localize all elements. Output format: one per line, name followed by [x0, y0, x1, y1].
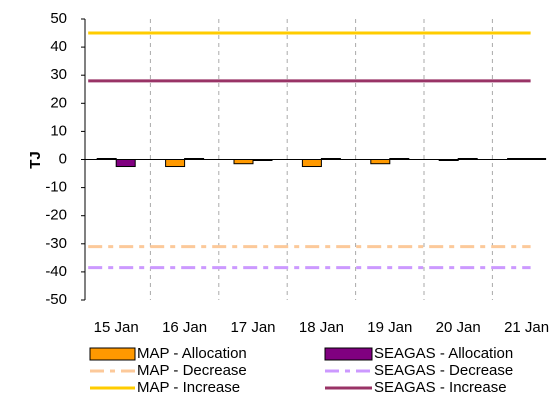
- x-tick-label: 20 Jan: [436, 319, 481, 336]
- legend-label: MAP - Decrease: [137, 362, 247, 379]
- y-axis-label: TJ: [27, 151, 44, 169]
- y-tick-label: -20: [45, 207, 67, 224]
- bar: [389, 158, 410, 160]
- y-tick-label: 50: [50, 10, 67, 27]
- legend-label: SEAGAS - Increase: [374, 379, 507, 396]
- legend-label: SEAGAS - Allocation: [374, 345, 513, 362]
- bar: [526, 158, 547, 160]
- legend-label: SEAGAS - Decrease: [374, 362, 513, 379]
- y-tick-label: 30: [50, 66, 67, 83]
- y-tick-label: 40: [50, 38, 67, 55]
- x-tick-label: 15 Jan: [94, 319, 139, 336]
- x-tick-label: 18 Jan: [299, 319, 344, 336]
- bar: [165, 159, 186, 168]
- y-tick-label: -30: [45, 235, 67, 252]
- bar: [507, 158, 528, 160]
- bar: [252, 159, 273, 161]
- bar: [184, 158, 205, 160]
- bar: [457, 158, 478, 160]
- x-tick-label: 19 Jan: [367, 319, 412, 336]
- bar: [115, 159, 136, 168]
- x-tick-label: 21 Jan: [504, 319, 549, 336]
- bar: [233, 159, 254, 165]
- x-tick-label: 17 Jan: [230, 319, 275, 336]
- legend-label: MAP - Allocation: [137, 345, 247, 362]
- y-tick-label: -10: [45, 179, 67, 196]
- y-tick-label: -50: [45, 291, 67, 308]
- bar: [320, 158, 341, 160]
- bar: [301, 159, 322, 168]
- y-tick-label: -40: [45, 263, 67, 280]
- bar: [438, 159, 459, 161]
- bar: [370, 159, 391, 165]
- y-tick-label: 10: [50, 122, 67, 139]
- bar: [96, 158, 117, 160]
- legend-swatch: [324, 347, 373, 361]
- y-tick-label: 20: [50, 94, 67, 111]
- legend-swatch: [89, 347, 136, 361]
- legend-label: MAP - Increase: [137, 379, 240, 396]
- x-tick-label: 16 Jan: [162, 319, 207, 336]
- y-tick-label: 0: [59, 150, 67, 167]
